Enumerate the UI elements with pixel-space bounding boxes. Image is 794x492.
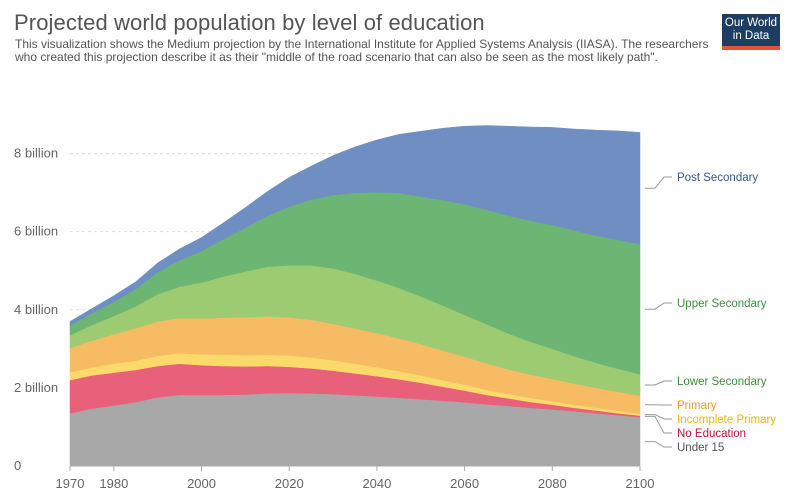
y-axis: 0 2 billion 4 billion 6 billion 8 billion xyxy=(14,146,58,473)
x-tick-label: 2040 xyxy=(362,476,391,491)
x-tick-label: 2020 xyxy=(275,476,304,491)
y-tick-label: 0 xyxy=(14,458,21,473)
owid-logo[interactable]: Our World in Data xyxy=(722,14,780,50)
x-tick-label: 1970 xyxy=(56,476,85,491)
chart-subtitle: This visualization shows the Medium proj… xyxy=(15,37,709,64)
y-tick-label: 4 billion xyxy=(14,302,58,317)
legend-connector xyxy=(645,302,672,310)
legend-connector xyxy=(645,415,672,434)
chart-title: Projected world population by level of e… xyxy=(14,10,485,35)
area-post-secondary[interactable] xyxy=(69,125,641,326)
x-axis: 1970 1980 2000 2020 2040 2060 2080 2100 xyxy=(56,465,655,491)
x-tick-label: 2100 xyxy=(626,476,655,491)
legend-connector xyxy=(645,380,672,386)
legend-label-no-education[interactable]: No Education xyxy=(677,428,746,440)
legend-connector xyxy=(645,441,672,448)
legend-label-upper-secondary[interactable]: Upper Secondary xyxy=(677,298,767,310)
area-series[interactable] xyxy=(69,125,641,467)
y-tick-label: 8 billion xyxy=(14,146,58,161)
legend-label-lower-secondary[interactable]: Lower Secondary xyxy=(677,376,767,388)
x-tick-label: 2000 xyxy=(187,476,216,491)
x-tick-label: 2060 xyxy=(450,476,479,491)
legend-label-post-secondary[interactable]: Post Secondary xyxy=(677,172,758,184)
logo-line-2: in Data xyxy=(732,30,770,42)
legend[interactable]: Under 15 No Education Incomplete Primary Pr… xyxy=(645,172,776,454)
legend-connector xyxy=(645,414,672,420)
y-tick-label: 6 billion xyxy=(14,224,58,239)
legend-label-under-15[interactable]: Under 15 xyxy=(677,442,724,454)
legend-connector xyxy=(645,176,672,189)
legend-label-primary[interactable]: Primary xyxy=(677,400,717,412)
y-tick-label: 2 billion xyxy=(14,380,58,395)
x-tick-label: 1980 xyxy=(99,476,128,491)
legend-label-incomplete-primary[interactable]: Incomplete Primary xyxy=(677,414,776,426)
x-tick-label: 2080 xyxy=(538,476,567,491)
logo-line-1: Our World xyxy=(724,17,778,29)
